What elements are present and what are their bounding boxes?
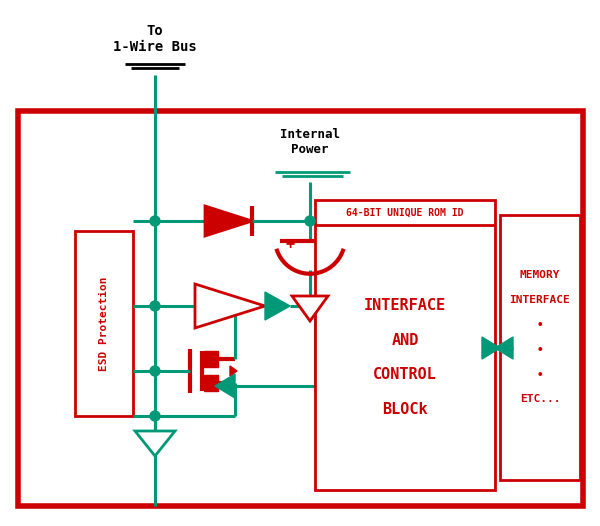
Bar: [204, 375, 218, 391]
Text: INTERFACE

AND

CONTROL

BLOCk: INTERFACE AND CONTROL BLOCk: [364, 298, 446, 417]
Polygon shape: [292, 296, 328, 321]
Text: 64-BIT UNIQUE ROM ID: 64-BIT UNIQUE ROM ID: [346, 207, 464, 217]
Circle shape: [305, 216, 315, 226]
Circle shape: [150, 216, 160, 226]
Polygon shape: [195, 284, 265, 328]
Bar: [18, 111, 583, 506]
Bar: [500, 215, 580, 480]
Polygon shape: [135, 431, 175, 456]
Text: ESD Protection: ESD Protection: [99, 276, 109, 371]
Circle shape: [150, 301, 160, 311]
Bar: [204, 351, 218, 367]
Polygon shape: [265, 292, 290, 320]
Polygon shape: [205, 206, 252, 236]
Bar: [75, 231, 133, 416]
Polygon shape: [230, 366, 237, 376]
Polygon shape: [482, 337, 500, 359]
Bar: [315, 200, 495, 490]
Polygon shape: [495, 337, 513, 359]
Circle shape: [150, 411, 160, 421]
Text: +: +: [286, 237, 295, 251]
Text: Internal
Power: Internal Power: [280, 128, 340, 156]
Polygon shape: [215, 374, 235, 398]
Circle shape: [150, 366, 160, 376]
Text: MEMORY

INTERFACE

•

•

•

ETC...: MEMORY INTERFACE • • • ETC...: [509, 270, 571, 404]
Text: To
1-Wire Bus: To 1-Wire Bus: [113, 24, 197, 54]
